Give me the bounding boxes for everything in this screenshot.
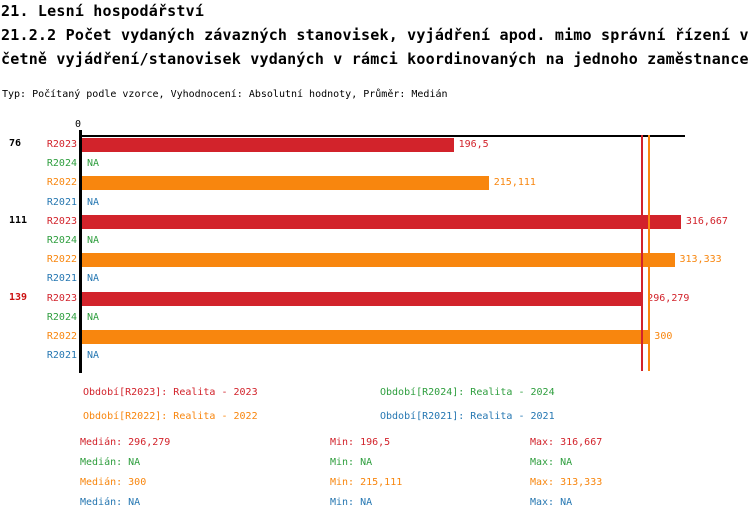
bar [82, 330, 650, 344]
bar [82, 138, 454, 152]
stat-median: Medián: 296,279 [80, 437, 171, 448]
legend-item: Období[R2021]: Realita - 2021 [380, 411, 555, 422]
series-row-label: R2021 [46, 350, 77, 362]
bar-value-label: 296,279 [647, 292, 690, 304]
bar-value-label: 300 [654, 331, 673, 342]
stat-max: Max: 313,333 [530, 477, 603, 488]
stat-min: Min: NA [330, 497, 373, 508]
x-axis-line [80, 135, 685, 137]
bar [82, 214, 681, 229]
legend-item: Období[R2024]: Realita - 2024 [380, 387, 555, 398]
series-row-label: R2023 [46, 139, 77, 150]
series-row-label: R2023 [46, 292, 77, 304]
report-title-line3: četně vyjádření/stanovisek vydaných v rá… [1, 50, 749, 68]
series-row-label: R2023 [46, 215, 77, 227]
y-axis-line [79, 130, 82, 373]
bar [82, 291, 643, 306]
na-value-label: NA [87, 311, 100, 323]
group-total-label: 111 [9, 214, 28, 226]
na-value-label: NA [87, 158, 100, 170]
group-total-label: 139 [9, 291, 28, 303]
group-total-label: 76 [9, 138, 22, 149]
series-row-label: R2021 [46, 196, 77, 208]
na-value-label: NA [87, 196, 100, 208]
bar-chart: 0 76 R2023 196,5 R2024 NA R2022 215,111 R2021 NA… [0, 118, 750, 376]
series-row-label: R2024 [46, 235, 77, 246]
stat-median: Medián: 300 [80, 477, 147, 488]
bar [82, 176, 489, 191]
series-row-label: R2024 [46, 158, 77, 170]
stat-max: Max: NA [530, 457, 573, 468]
bar-value-label: 196,5 [458, 139, 489, 150]
legend-item: Období[R2023]: Realita - 2023 [83, 387, 258, 398]
bar-value-label: 215,111 [493, 177, 536, 189]
series-row-label: R2021 [46, 273, 77, 285]
na-value-label: NA [87, 235, 100, 246]
stat-median: Medián: NA [80, 457, 141, 468]
series-row-label: R2022 [46, 331, 77, 342]
median-line [641, 135, 644, 371]
report-subtitle: Typ: Počítaný podle vzorce, Vyhodnocení:… [2, 89, 448, 100]
na-value-label: NA [87, 273, 100, 285]
stat-max: Max: 316,667 [530, 437, 603, 448]
stat-min: Min: 215,111 [330, 477, 403, 488]
stat-median: Medián: NA [80, 497, 141, 508]
legend-item: Období[R2022]: Realita - 2022 [83, 411, 258, 422]
report-title-line2: 21.2.2 Počet vydaných závazných stanovis… [1, 26, 749, 44]
series-row-label: R2024 [46, 311, 77, 323]
na-value-label: NA [87, 350, 100, 362]
x-axis-zero-label: 0 [74, 119, 82, 130]
stat-min: Min: 196,5 [330, 437, 391, 448]
series-row-label: R2022 [46, 177, 77, 189]
median-line [648, 135, 651, 371]
bar-value-label: 316,667 [685, 215, 728, 227]
report-title-line1: 21. Lesní hospodářství [1, 2, 205, 20]
bar-value-label: 313,333 [679, 254, 722, 266]
stat-max: Max: NA [530, 497, 573, 508]
bar [82, 253, 675, 268]
series-row-label: R2022 [46, 254, 77, 266]
stat-min: Min: NA [330, 457, 373, 468]
